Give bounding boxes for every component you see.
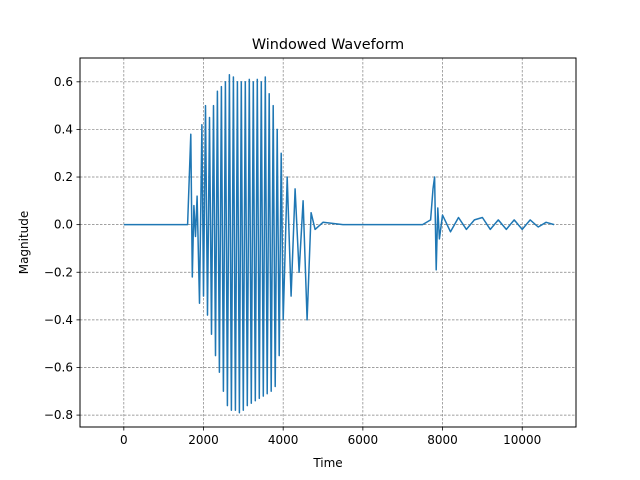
x-tick-label: 4000	[268, 433, 299, 447]
y-tick-label: −0.2	[44, 265, 73, 279]
axis-ticks: 0 2000 4000 6000 8000 10000 0.6 0.4 0.2 0.0 −0.2 −0…	[44, 75, 541, 447]
y-tick-label: 0.0	[54, 218, 73, 232]
data-layer	[123, 73, 555, 414]
y-tick-label: 0.6	[54, 75, 73, 89]
axes-frame	[79, 57, 577, 428]
waveform-series-line	[123, 73, 555, 414]
x-tick-label: 6000	[348, 433, 379, 447]
y-tick-label: 0.4	[54, 122, 73, 136]
chart-title: Windowed Waveform	[252, 37, 404, 53]
y-tick-label: −0.6	[44, 360, 73, 374]
x-tick-label: 0	[120, 433, 128, 447]
x-tick-label: 8000	[427, 433, 458, 447]
y-tick-label: 0.2	[54, 170, 73, 184]
y-axis-label: Magnitude	[17, 211, 31, 275]
x-tick-label: 10000	[503, 433, 541, 447]
y-tick-label: −0.8	[44, 408, 73, 422]
y-tick-label: −0.4	[44, 313, 73, 327]
x-axis-label: Time	[312, 456, 342, 470]
x-tick-label: 2000	[188, 433, 219, 447]
